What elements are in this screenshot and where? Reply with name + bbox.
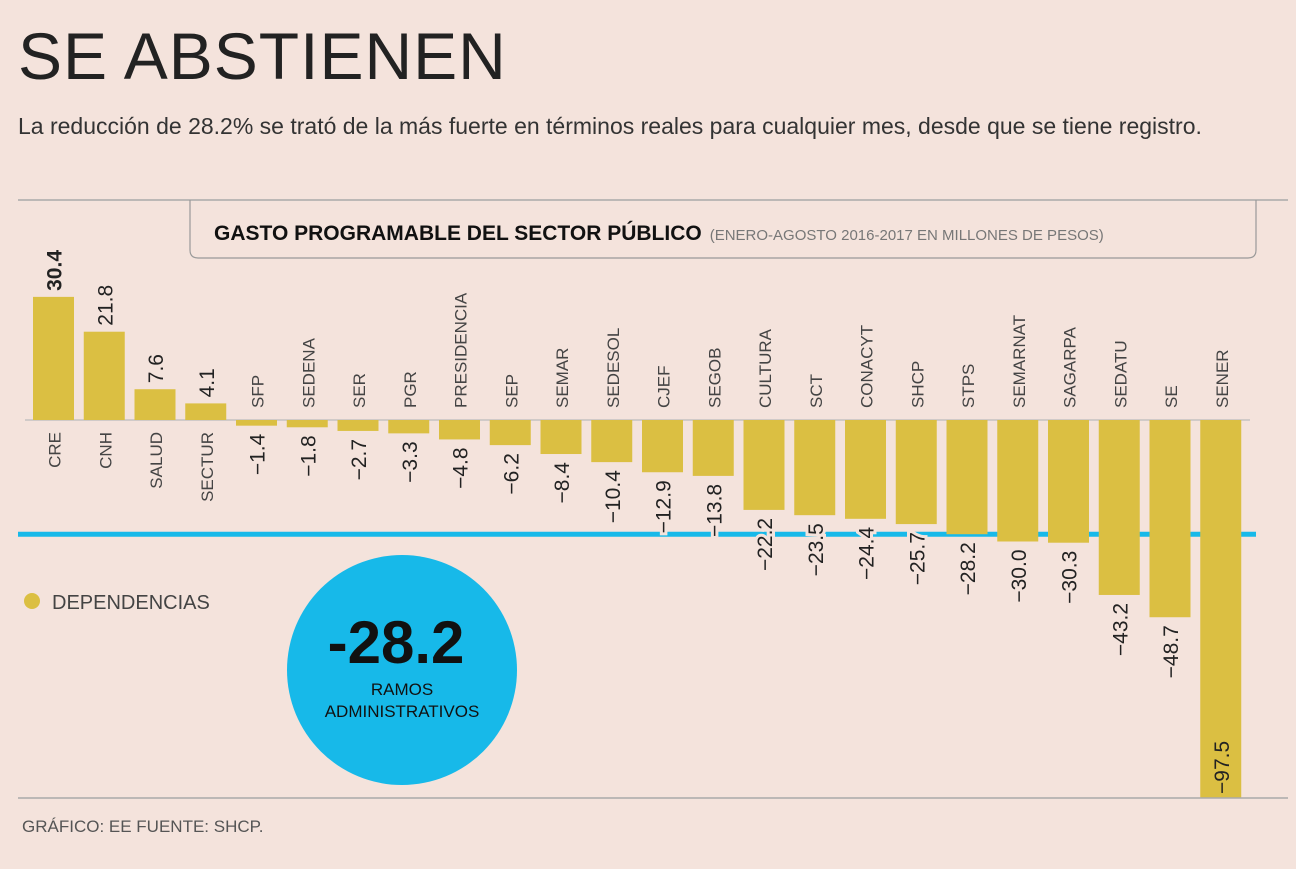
bar	[642, 420, 683, 473]
value-label: −1.4	[247, 433, 270, 475]
value-label: 7.6	[145, 354, 168, 383]
bar	[1098, 420, 1140, 595]
category-label: SEMAR	[553, 348, 572, 408]
legend-label: DEPENDENCIAS	[52, 592, 210, 614]
chart-title: GASTO PROGRAMABLE DEL SECTOR PÚBLICO (ENE…	[214, 221, 1104, 245]
category-label: SAGARPA	[1061, 326, 1080, 408]
category-label: PRESIDENCIA	[452, 292, 471, 408]
category-label: SENER	[1213, 349, 1232, 408]
source-footer: GRÁFICO: EE FUENTE: SHCP.	[22, 817, 264, 836]
category-label: SE	[1162, 385, 1181, 408]
bar	[33, 296, 74, 420]
category-label: SEDENA	[299, 337, 318, 408]
chart-subtitle: (ENERO-AGOSTO 2016-2017 EN MILLONES DE P…	[710, 227, 1104, 244]
category-label: CULTURA	[756, 328, 775, 408]
category-label: SECTUR	[198, 432, 217, 502]
bar	[236, 420, 277, 426]
bar	[997, 420, 1039, 542]
value-label: −48.7	[1160, 625, 1183, 678]
chart-header-box	[189, 200, 1257, 259]
category-label: SHCP	[908, 361, 927, 408]
category-label: SALUD	[147, 432, 166, 489]
bar	[185, 403, 227, 420]
value-label: −30.0	[1008, 550, 1031, 603]
category-label: SEDESOL	[604, 328, 623, 408]
category-label: SEMARNAT	[1010, 315, 1029, 408]
bar	[1200, 420, 1242, 798]
category-label: CJEF	[655, 366, 674, 409]
value-label: −13.8	[703, 484, 726, 537]
value-label: −6.2	[500, 453, 523, 494]
value-label: −2.7	[348, 439, 371, 480]
bar	[743, 420, 785, 510]
bar	[692, 420, 734, 476]
value-label: −4.8	[450, 447, 473, 488]
value-label: 21.8	[94, 285, 117, 326]
value-label: −43.2	[1109, 603, 1132, 656]
bar	[946, 420, 988, 535]
category-label: SEDATU	[1111, 340, 1130, 408]
average-label: RAMOS ADMINISTRATIVOS	[325, 680, 480, 721]
subtitle: La reducción de 28.2% se trató de la más…	[18, 113, 1202, 139]
bar	[591, 420, 633, 463]
category-label: SEP	[502, 374, 521, 408]
bar	[895, 420, 937, 525]
bar	[1048, 420, 1089, 543]
category-label: STPS	[959, 364, 978, 408]
average-circle	[287, 555, 517, 785]
value-label: −23.5	[805, 523, 828, 576]
category-label: SEGOB	[705, 348, 724, 408]
legend-dot	[24, 593, 40, 609]
category-label: CRE	[46, 432, 65, 468]
value-label: −28.2	[957, 542, 980, 595]
average-value: -28.2	[328, 609, 465, 676]
bar	[388, 420, 430, 434]
value-label: −24.4	[856, 527, 879, 580]
bar	[439, 420, 480, 440]
category-label: SCT	[807, 374, 826, 408]
category-label: PGR	[401, 371, 420, 408]
bar	[83, 331, 125, 420]
value-label: −8.4	[551, 462, 574, 504]
bar	[845, 420, 886, 519]
category-label: SER	[350, 373, 369, 408]
value-label: −30.3	[1059, 551, 1082, 604]
bar	[286, 420, 328, 428]
value-label: −25.7	[906, 532, 929, 585]
value-label: −3.3	[399, 441, 422, 482]
value-label: 4.1	[196, 368, 219, 397]
value-label: −22.2	[754, 518, 777, 571]
bar	[1149, 420, 1191, 618]
value-label: −1.8	[297, 435, 320, 476]
bar	[134, 389, 176, 420]
value-label: 30.4	[44, 250, 67, 291]
value-label: −12.9	[653, 480, 676, 533]
category-label: CNH	[96, 432, 115, 469]
category-label: CONACYT	[858, 325, 877, 408]
value-label: −97.5	[1211, 741, 1234, 794]
bar	[337, 420, 379, 431]
bar	[489, 420, 531, 446]
category-label: SFP	[249, 375, 268, 408]
page-title: SE ABSTIENEN	[18, 19, 507, 93]
bar	[794, 420, 836, 516]
bar	[540, 420, 582, 455]
value-label: −10.4	[602, 470, 625, 523]
